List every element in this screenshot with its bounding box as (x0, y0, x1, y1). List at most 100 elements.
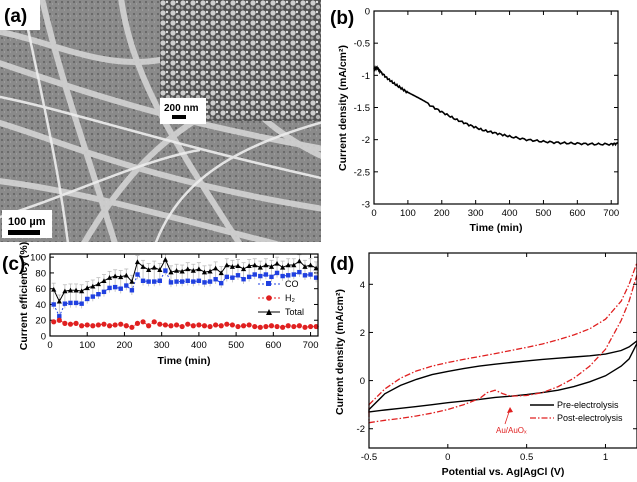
co-point (79, 301, 84, 306)
co-point (191, 279, 196, 284)
y-tick-label: 0 (41, 332, 46, 343)
total-point (51, 286, 57, 292)
total-point (129, 278, 135, 284)
co-point (207, 279, 213, 284)
h2-point (213, 322, 219, 328)
total-point (201, 269, 208, 275)
panel-d-ylabel: Current density (mA/cm²) (334, 289, 346, 415)
panel-d-letter: (d) (330, 254, 354, 275)
h2-point (274, 323, 280, 330)
co-point (274, 270, 280, 276)
co-point (57, 314, 62, 319)
h2-point (106, 323, 113, 329)
annotation-arrowhead (507, 407, 513, 413)
x-tick-label: 500 (228, 340, 244, 351)
co-point (163, 268, 168, 273)
co-point (140, 278, 146, 284)
total-point (146, 267, 152, 272)
h2-point (162, 322, 168, 328)
panel-d-frame (368, 252, 637, 449)
scale-bar-main-label: 100 µm (8, 216, 46, 228)
total-point (168, 269, 174, 275)
co-point (286, 273, 291, 278)
co-point (135, 272, 140, 277)
x-tick-label: 1 (603, 452, 608, 463)
sem-image (0, 0, 321, 242)
co-point (313, 275, 319, 280)
total-point (84, 285, 90, 291)
total-point (257, 264, 263, 270)
x-tick-label: 400 (502, 208, 518, 219)
total-point (134, 259, 141, 265)
y-tick-label: 0 (365, 7, 370, 18)
total-point (196, 266, 202, 272)
total-point (140, 264, 146, 269)
y-tick-label: -2 (362, 135, 370, 146)
total-point (101, 278, 107, 284)
x-tick-label: 0 (445, 452, 450, 463)
x-tick-label: 300 (468, 208, 484, 219)
total-point (173, 267, 180, 273)
h2-point (56, 317, 62, 323)
total-point (207, 268, 213, 274)
x-tick-label: 400 (191, 340, 207, 351)
h2-point (280, 324, 286, 330)
x-tick-label: 700 (603, 208, 619, 219)
co-point (68, 300, 73, 306)
total-point (246, 263, 252, 269)
legend-co-label: CO (285, 279, 299, 289)
co-point (90, 294, 96, 299)
h2-point (207, 323, 213, 330)
h2-point (129, 324, 135, 330)
legend-total-marker (266, 309, 272, 315)
co-point (179, 279, 185, 284)
co-point (85, 296, 90, 302)
total-point (274, 260, 280, 266)
h2-point (168, 323, 174, 329)
panel-d-legend: Pre-electrolysis Post-electrolysis (530, 400, 623, 423)
legend-h2-marker (266, 295, 272, 301)
total-point (218, 270, 224, 276)
h2-point (201, 323, 208, 329)
y-tick-label: 20 (35, 316, 46, 327)
total-point (296, 258, 302, 264)
h2-point (73, 320, 79, 326)
total-point (268, 264, 275, 269)
h2-point (296, 323, 302, 329)
h2-point (62, 320, 68, 326)
panel-b-series-line (373, 65, 619, 147)
total-point (157, 267, 163, 272)
legend-h2-label: H₂ (285, 293, 295, 303)
h2-point (246, 322, 252, 328)
total-point (95, 281, 101, 287)
total-point (280, 264, 286, 270)
co-point (258, 273, 263, 279)
co-point (62, 301, 68, 306)
panel-d-pre-curve (368, 340, 637, 413)
co-point (263, 272, 269, 277)
co-point (280, 273, 285, 279)
co-point (224, 274, 230, 280)
co-point (297, 269, 302, 275)
total-point (302, 264, 308, 269)
panel-c-xlabel: Time (min) (158, 355, 211, 367)
x-tick-label: 100 (79, 340, 95, 351)
h2-point (252, 323, 258, 330)
co-point (219, 280, 224, 286)
panel-b-xlabel: Time (min) (470, 222, 523, 234)
h2-point (134, 320, 141, 326)
h2-point (157, 321, 163, 327)
total-point (90, 283, 96, 289)
x-tick-label: 100 (400, 208, 416, 219)
h2-point (240, 323, 247, 329)
total-point (213, 265, 219, 271)
x-tick-label: 700 (303, 340, 319, 351)
total-point (67, 287, 74, 293)
co-point (157, 278, 163, 284)
co-point (302, 273, 308, 278)
total-point (285, 262, 291, 268)
panel-c: (c) 0 100 200 300 400 500 600 700 0 20 40 60 80 100 C… (2, 242, 319, 367)
co-point (146, 279, 151, 284)
h2-point (179, 323, 185, 330)
